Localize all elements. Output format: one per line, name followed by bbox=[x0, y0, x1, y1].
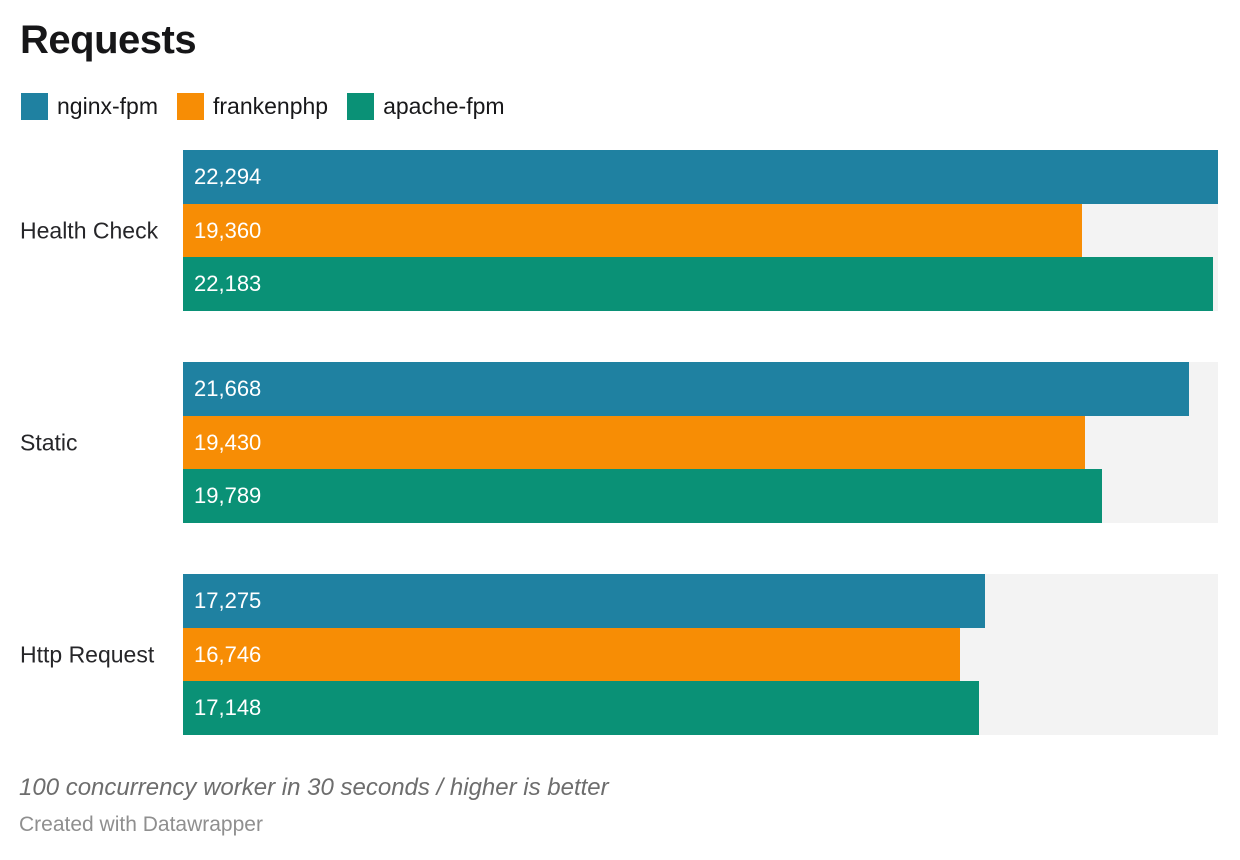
chart-title: Requests bbox=[20, 18, 197, 62]
legend-label: nginx-fpm bbox=[57, 93, 158, 119]
bar-frankenphp: 16,746 bbox=[183, 627, 961, 682]
bar-group: Health Check 22,294 19,360 22,183 bbox=[0, 150, 1240, 312]
bar-value-label: 19,789 bbox=[194, 483, 262, 509]
bar-row-container: 17,275 16,746 17,148 bbox=[183, 574, 1218, 736]
legend-item-apache-fpm: apache-fpm bbox=[347, 93, 505, 120]
bar-nginx-fpm: 22,294 bbox=[183, 150, 1218, 204]
legend-item-nginx-fpm: nginx-fpm bbox=[21, 93, 158, 120]
legend-swatch-apache-fpm bbox=[347, 93, 375, 120]
bar-frankenphp: 19,360 bbox=[183, 203, 1082, 258]
category-label: Health Check bbox=[20, 217, 159, 243]
bar-row-container: 22,294 19,360 22,183 bbox=[183, 150, 1218, 312]
bar-nginx-fpm: 17,275 bbox=[183, 574, 985, 628]
chart-note: 100 concurrency worker in 30 seconds / h… bbox=[19, 774, 609, 801]
bar-group: Static 21,668 19,430 19,789 bbox=[0, 362, 1240, 524]
legend: nginx-fpm frankenphp apache-fpm bbox=[21, 93, 505, 120]
bar-nginx-fpm: 21,668 bbox=[183, 362, 1189, 416]
bar-apache-fpm: 19,789 bbox=[183, 469, 1102, 524]
bar-value-label: 21,668 bbox=[194, 375, 262, 401]
bar-apache-fpm: 22,183 bbox=[183, 257, 1213, 312]
bar-value-label: 22,183 bbox=[194, 271, 262, 297]
category-label: Http Request bbox=[20, 641, 155, 667]
bar-row-container: 21,668 19,430 19,789 bbox=[183, 362, 1218, 524]
bar-value-label: 17,275 bbox=[194, 587, 262, 613]
bar-value-label: 17,148 bbox=[194, 695, 262, 721]
bar-value-label: 16,746 bbox=[194, 641, 262, 667]
bar-value-label: 22,294 bbox=[194, 163, 262, 189]
bar-value-label: 19,360 bbox=[194, 217, 262, 243]
legend-swatch-nginx-fpm bbox=[21, 93, 48, 120]
legend-label: apache-fpm bbox=[383, 93, 505, 119]
bar-frankenphp: 19,430 bbox=[183, 415, 1086, 470]
bar-apache-fpm: 17,148 bbox=[183, 681, 980, 736]
legend-label: frankenphp bbox=[212, 93, 329, 119]
bar-value-label: 19,430 bbox=[194, 429, 262, 455]
category-label: Static bbox=[20, 429, 78, 455]
legend-item-frankenphp: frankenphp bbox=[176, 93, 329, 120]
legend-swatch-frankenphp bbox=[176, 93, 204, 120]
datawrapper-credit-link[interactable]: Created with Datawrapper bbox=[19, 813, 263, 836]
bar-group: Http Request 17,275 16,746 17,148 bbox=[0, 574, 1240, 736]
